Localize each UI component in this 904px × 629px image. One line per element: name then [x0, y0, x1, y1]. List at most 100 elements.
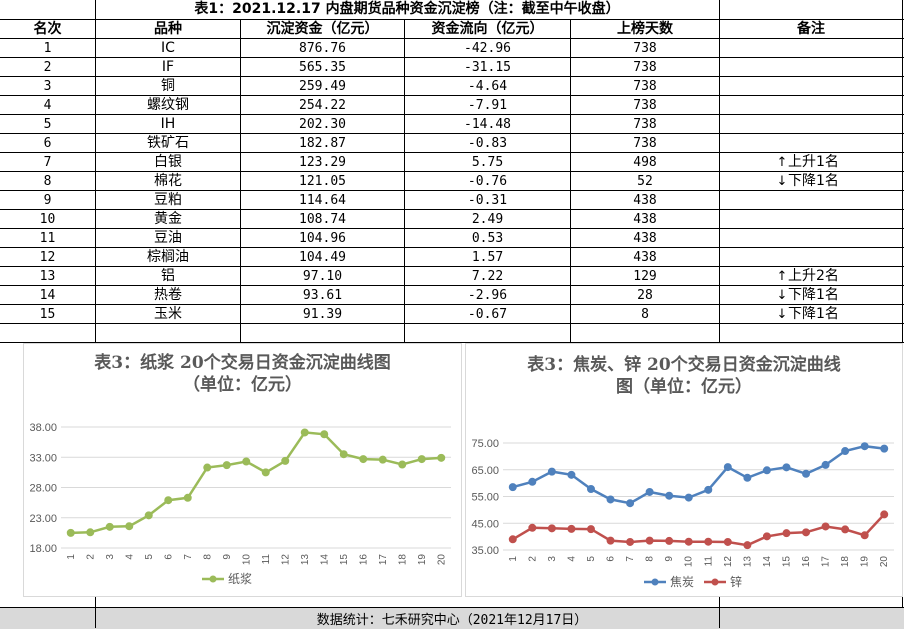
col-line — [902, 0, 903, 607]
cell-name: 黄金 — [154, 211, 182, 227]
arrow-up-icon: ↑ — [776, 155, 788, 170]
data-point — [105, 522, 114, 531]
data-point — [860, 531, 869, 540]
data-point — [567, 470, 576, 479]
y-tick-label: 65.00 — [471, 465, 499, 477]
data-point — [144, 511, 153, 520]
chart-title-line-1: 表3：焦炭、锌 20个交易日资金沉淀曲线 — [527, 355, 841, 375]
cell-flow: -31.15 — [464, 60, 511, 75]
header-capital: 沉淀资金（亿元） — [266, 21, 379, 37]
legend-label: 纸浆 — [228, 571, 252, 586]
x-tick-label: 18 — [397, 554, 408, 566]
x-tick-label: 19 — [417, 554, 428, 566]
y-tick-label: 18.00 — [29, 543, 57, 555]
data-point — [164, 496, 173, 505]
header-rank: 名次 — [33, 21, 62, 37]
data-point — [339, 450, 348, 459]
data-point — [547, 524, 556, 533]
cell-days: 738 — [633, 98, 657, 113]
data-point — [508, 483, 517, 492]
data-point — [547, 467, 556, 476]
header-note: 备注 — [797, 21, 825, 37]
chart-pulp: 表3：纸浆 20个交易日资金沉淀曲线图 （单位：亿元） 18.00 23.00 28… — [23, 343, 462, 597]
data-point — [723, 463, 732, 472]
cell-flow: -0.83 — [467, 136, 508, 151]
cell-capital: 254.22 — [299, 98, 346, 113]
x-tick-label: 15 — [781, 556, 792, 568]
data-point — [586, 485, 595, 494]
row-line — [0, 133, 904, 134]
cell-rank: 14 — [39, 288, 56, 303]
x-tick-label: 4 — [124, 554, 135, 560]
data-point — [782, 463, 791, 472]
cell-note — [776, 210, 902, 229]
x-tick-label: 14 — [319, 554, 330, 566]
cell-days: 438 — [633, 212, 657, 227]
x-tick-label: 20 — [436, 554, 447, 566]
cell-name: IC — [161, 40, 175, 56]
data-point — [606, 536, 615, 545]
data-point — [762, 532, 771, 541]
data-point — [626, 499, 635, 508]
x-tick-label: 1 — [508, 556, 519, 562]
x-tick-label: 17 — [378, 554, 389, 566]
cell-name: 豆粕 — [154, 192, 182, 208]
data-point — [261, 468, 270, 477]
cell-capital: 93.61 — [302, 288, 343, 303]
x-tick-label: 10 — [684, 556, 695, 568]
data-point — [645, 536, 654, 545]
cell-name: 铁矿石 — [147, 135, 189, 151]
cell-note — [776, 134, 902, 153]
chart-title-line-2: （单位：亿元） — [183, 375, 302, 395]
cell-capital: 121.05 — [299, 174, 346, 189]
row-line — [0, 171, 904, 172]
cell-rank: 6 — [43, 136, 52, 151]
data-point — [860, 442, 869, 451]
cell-name: 棉花 — [154, 173, 182, 189]
y-tick-label: 75.00 — [471, 438, 499, 450]
data-point — [743, 541, 752, 550]
cell-flow: -0.76 — [467, 174, 508, 189]
data-point — [508, 535, 517, 544]
cell-days: 498 — [633, 155, 657, 170]
cell-note — [776, 39, 902, 58]
cell-name: 白银 — [154, 154, 182, 170]
header-days: 上榜天数 — [617, 21, 673, 37]
cell-rank: 10 — [39, 212, 56, 227]
cell-rank: 3 — [43, 79, 52, 94]
x-tick-label: 20 — [879, 556, 890, 568]
legend-marker — [711, 578, 719, 586]
cell-days: 438 — [633, 231, 657, 246]
data-point — [880, 444, 889, 453]
cell-name: 豆油 — [154, 230, 182, 246]
note-text: 上升2名 — [788, 268, 839, 284]
data-point — [665, 491, 674, 500]
data-point — [183, 493, 192, 502]
row-line — [0, 95, 904, 96]
data-point — [821, 522, 830, 531]
data-point — [437, 453, 446, 462]
data-point — [802, 528, 811, 537]
cell-capital: 108.74 — [299, 212, 346, 227]
x-tick-label: 13 — [300, 554, 311, 566]
data-point — [66, 528, 75, 537]
data-point — [125, 522, 134, 531]
data-point — [417, 455, 426, 464]
cell-capital: 876.76 — [299, 41, 346, 56]
cell-days: 52 — [637, 174, 653, 189]
note-text: 上升1名 — [788, 154, 839, 170]
x-tick-label: 2 — [527, 556, 538, 562]
data-point — [821, 460, 830, 469]
row-line — [0, 285, 904, 286]
cell-capital: 565.35 — [299, 60, 346, 75]
cell-flow: 7.22 — [471, 269, 504, 284]
cell-rank: 11 — [39, 231, 56, 246]
y-tick-label: 38.00 — [29, 422, 57, 434]
table-title: 表1：2021.12.17 内盘期货品种资金沉淀榜（注：截至中午收盘） — [194, 1, 620, 17]
cell-note — [776, 248, 902, 267]
cell-days: 738 — [633, 117, 657, 132]
cell-flow: -0.67 — [467, 307, 508, 322]
legend-label: 锌 — [730, 575, 742, 589]
y-tick-label: 33.00 — [29, 452, 57, 464]
cell-rank: 8 — [43, 174, 52, 189]
